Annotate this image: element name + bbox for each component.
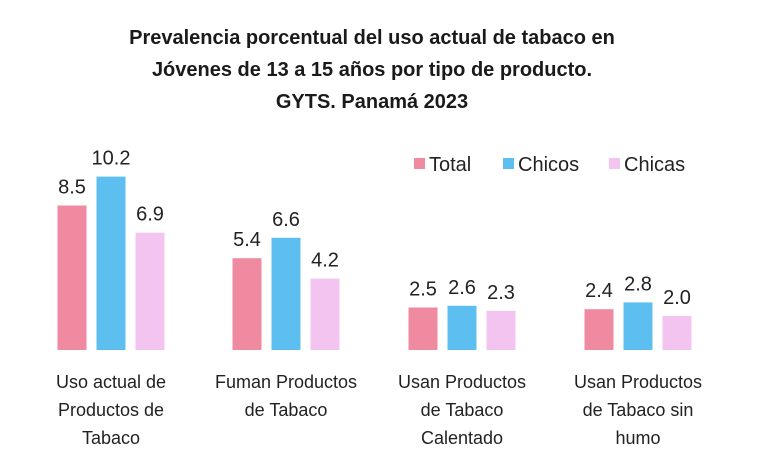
bar-chicos-2 xyxy=(447,305,477,350)
category-label-3-line-2: humo xyxy=(615,428,660,448)
data-label-chicos-0: 10.2 xyxy=(92,148,131,170)
category-label-2-line-2: Calentado xyxy=(421,428,503,448)
data-label-total-3: 2.4 xyxy=(585,280,613,302)
bar-total-0 xyxy=(57,205,87,350)
data-label-chicas-3: 2.0 xyxy=(663,287,691,309)
category-label-1-line-0: Fuman Productos xyxy=(215,372,357,392)
category-label-3-line-1: de Tabaco sin xyxy=(583,400,694,420)
bar-total-2 xyxy=(408,307,438,350)
legend-label-total: Total xyxy=(429,154,471,176)
bar-chicos-0 xyxy=(96,176,126,350)
bar-chicos-3 xyxy=(623,302,653,350)
data-label-chicas-2: 2.3 xyxy=(487,282,515,304)
data-label-chicos-2: 2.6 xyxy=(448,277,476,299)
data-label-total-1: 5.4 xyxy=(233,229,261,251)
category-label-0-line-1: Productos de xyxy=(58,400,164,420)
bar-chicas-0 xyxy=(135,232,165,350)
legend-swatch-total xyxy=(414,158,425,169)
bar-chicos-1 xyxy=(271,237,301,350)
category-label-2-line-1: de Tabaco xyxy=(421,400,504,420)
legend: Total Chicos Chicas xyxy=(414,154,685,176)
title-line-1: Prevalencia porcentual del uso actual de… xyxy=(129,27,615,49)
data-label-chicas-1: 4.2 xyxy=(311,250,339,272)
data-label-total-2: 2.5 xyxy=(409,279,437,301)
category-labels: Uso actual de Productos de Tabaco Fuman Pro… xyxy=(56,372,702,448)
category-label-0-line-0: Uso actual de xyxy=(56,372,166,392)
bar-total-1 xyxy=(232,258,262,350)
category-label-1-line-1: de Tabaco xyxy=(245,400,328,420)
category-label-2-line-0: Usan Productos xyxy=(398,372,526,392)
bar-total-3 xyxy=(584,309,614,350)
category-label-3-line-0: Usan Productos xyxy=(574,372,702,392)
data-label-chicos-3: 2.8 xyxy=(624,273,652,295)
title-line-3: GYTS. Panamá 2023 xyxy=(276,91,468,113)
data-label-total-0: 8.5 xyxy=(58,177,86,199)
data-label-chicas-0: 6.9 xyxy=(136,204,164,226)
chart-title: Prevalencia porcentual del uso actual de… xyxy=(129,27,615,113)
bars: 8.5 10.2 6.9 5.4 6.6 4.2 2.5 2.6 2.3 2.4 2.8 2.0 xyxy=(57,148,692,350)
data-label-chicos-1: 6.6 xyxy=(272,209,300,231)
legend-label-chicas: Chicas xyxy=(624,154,685,176)
legend-label-chicos: Chicos xyxy=(518,154,579,176)
bar-chicas-3 xyxy=(662,316,692,350)
bar-chicas-1 xyxy=(310,278,340,350)
category-label-0-line-2: Tabaco xyxy=(82,428,140,448)
title-line-2: Jóvenes de 13 a 15 años por tipo de prod… xyxy=(152,59,592,81)
bar-chicas-2 xyxy=(486,310,516,350)
legend-swatch-chicas xyxy=(609,158,620,169)
legend-swatch-chicos xyxy=(503,158,514,169)
